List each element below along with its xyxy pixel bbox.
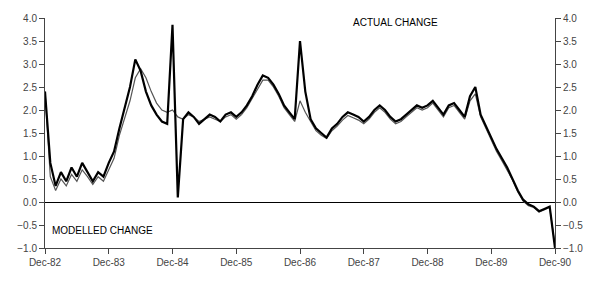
svg-text:Dec-86: Dec-86 xyxy=(284,257,317,268)
svg-text:1.0: 1.0 xyxy=(563,151,577,162)
svg-text:−1.0: −1.0 xyxy=(17,243,37,254)
svg-text:Dec-82: Dec-82 xyxy=(29,257,62,268)
svg-text:2.5: 2.5 xyxy=(563,82,577,93)
svg-text:3.0: 3.0 xyxy=(563,59,577,70)
svg-text:Dec-88: Dec-88 xyxy=(411,257,444,268)
svg-text:0.5: 0.5 xyxy=(23,174,37,185)
svg-text:0.5: 0.5 xyxy=(563,174,577,185)
svg-text:3.5: 3.5 xyxy=(23,36,37,47)
svg-text:1.0: 1.0 xyxy=(23,151,37,162)
svg-text:Dec-90: Dec-90 xyxy=(539,257,572,268)
svg-text:1.5: 1.5 xyxy=(23,128,37,139)
svg-text:2.0: 2.0 xyxy=(563,105,577,116)
svg-text:1.5: 1.5 xyxy=(563,128,577,139)
svg-text:Dec-89: Dec-89 xyxy=(475,257,508,268)
svg-text:−0.5: −0.5 xyxy=(563,220,583,231)
svg-text:0.0: 0.0 xyxy=(23,197,37,208)
svg-text:ACTUAL CHANGE: ACTUAL CHANGE xyxy=(353,17,438,28)
svg-text:Dec-85: Dec-85 xyxy=(220,257,253,268)
svg-text:−0.5: −0.5 xyxy=(17,220,37,231)
svg-text:0.0: 0.0 xyxy=(563,197,577,208)
svg-text:2.0: 2.0 xyxy=(23,105,37,116)
svg-text:3.5: 3.5 xyxy=(563,36,577,47)
svg-text:4.0: 4.0 xyxy=(23,13,37,24)
svg-text:4.0: 4.0 xyxy=(563,13,577,24)
svg-text:Dec-84: Dec-84 xyxy=(156,257,189,268)
svg-text:3.0: 3.0 xyxy=(23,59,37,70)
svg-text:Dec-83: Dec-83 xyxy=(93,257,126,268)
svg-text:2.5: 2.5 xyxy=(23,82,37,93)
svg-text:MODELLED CHANGE: MODELLED CHANGE xyxy=(52,225,153,236)
svg-text:Dec-87: Dec-87 xyxy=(348,257,381,268)
svg-text:−1.0: −1.0 xyxy=(563,243,583,254)
